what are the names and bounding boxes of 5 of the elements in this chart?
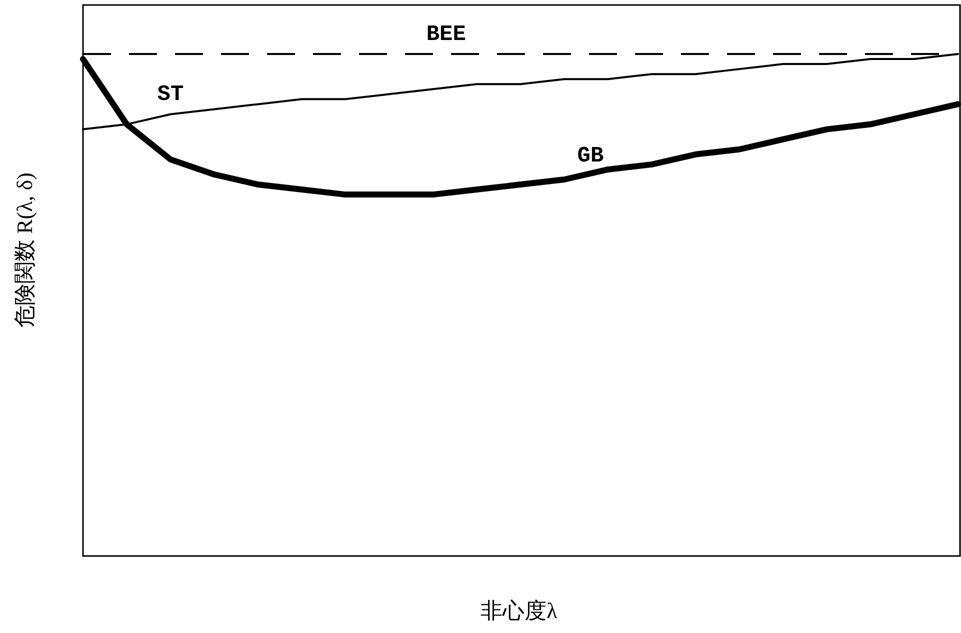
series-label: BEE xyxy=(426,22,466,47)
x-axis-title: 非心度λ xyxy=(480,598,558,623)
series-label: ST xyxy=(157,82,184,108)
y-axis-title: 危険関数 R(λ, δ) xyxy=(12,172,37,328)
series-label: GB xyxy=(577,143,604,168)
